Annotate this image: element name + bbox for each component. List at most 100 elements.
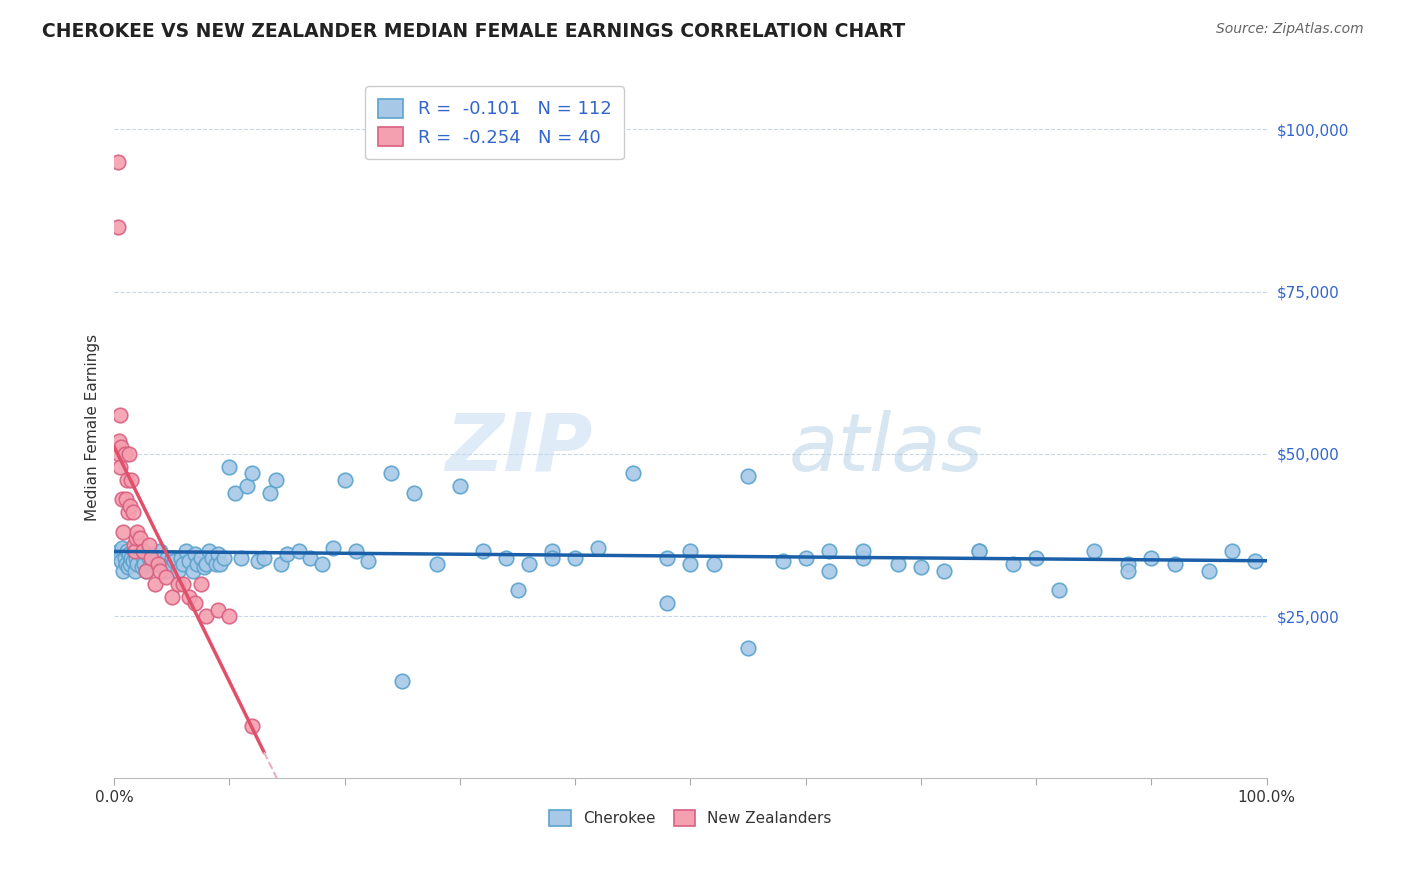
Point <box>134 557 156 571</box>
Point <box>127 524 149 539</box>
Text: atlas: atlas <box>789 409 983 488</box>
Point <box>115 473 138 487</box>
Point <box>132 550 155 565</box>
Point <box>1118 557 1140 571</box>
Point <box>449 479 471 493</box>
Point <box>817 544 839 558</box>
Point <box>852 550 875 565</box>
Point <box>193 560 215 574</box>
Point <box>118 447 141 461</box>
Point <box>201 550 224 565</box>
Point <box>247 554 270 568</box>
Point <box>135 564 157 578</box>
Point <box>121 554 143 568</box>
Point <box>380 467 402 481</box>
Point <box>177 554 200 568</box>
Point <box>197 544 219 558</box>
Point <box>149 564 172 578</box>
Point <box>287 544 309 558</box>
Point <box>107 544 129 558</box>
Point <box>679 557 702 571</box>
Point <box>145 557 167 571</box>
Point <box>242 467 264 481</box>
Point <box>1244 554 1267 568</box>
Point <box>657 550 679 565</box>
Point <box>170 550 193 565</box>
Point <box>207 602 229 616</box>
Point <box>121 550 143 565</box>
Point <box>1025 550 1047 565</box>
Point <box>128 544 150 558</box>
Point <box>127 557 149 571</box>
Point <box>207 547 229 561</box>
Point <box>1047 582 1070 597</box>
Point <box>181 564 204 578</box>
Point <box>264 473 287 487</box>
Point <box>117 560 139 574</box>
Point <box>124 544 146 558</box>
Point <box>166 576 188 591</box>
Point <box>139 550 162 565</box>
Point <box>517 557 540 571</box>
Point <box>155 570 177 584</box>
Point <box>299 550 322 565</box>
Point <box>107 219 129 234</box>
Point <box>172 557 194 571</box>
Point <box>114 550 136 565</box>
Point <box>122 544 145 558</box>
Point <box>1140 550 1163 565</box>
Point <box>177 590 200 604</box>
Point <box>588 541 610 555</box>
Point <box>242 719 264 733</box>
Point <box>209 557 232 571</box>
Point <box>111 541 134 555</box>
Point <box>1163 557 1185 571</box>
Point <box>737 469 759 483</box>
Point <box>132 544 155 558</box>
Point <box>115 544 138 558</box>
Point <box>253 550 276 565</box>
Point <box>138 550 160 565</box>
Point <box>172 576 194 591</box>
Point <box>967 544 990 558</box>
Point <box>1002 557 1025 571</box>
Point <box>184 596 207 610</box>
Point <box>153 564 176 578</box>
Point <box>125 531 148 545</box>
Point <box>218 459 240 474</box>
Point <box>121 505 143 519</box>
Text: ZIP: ZIP <box>446 409 592 488</box>
Point <box>111 492 134 507</box>
Point <box>887 557 910 571</box>
Point <box>495 550 517 565</box>
Point <box>679 544 702 558</box>
Point <box>138 538 160 552</box>
Point <box>118 547 141 561</box>
Point <box>143 576 166 591</box>
Point <box>186 557 208 571</box>
Point <box>737 641 759 656</box>
Point <box>159 557 181 571</box>
Text: Source: ZipAtlas.com: Source: ZipAtlas.com <box>1216 22 1364 37</box>
Point <box>107 154 129 169</box>
Text: CHEROKEE VS NEW ZEALANDER MEDIAN FEMALE EARNINGS CORRELATION CHART: CHEROKEE VS NEW ZEALANDER MEDIAN FEMALE … <box>42 22 905 41</box>
Point <box>344 544 367 558</box>
Point <box>621 467 644 481</box>
Point <box>218 609 240 624</box>
Point <box>112 564 135 578</box>
Point <box>852 544 875 558</box>
Point <box>120 557 142 571</box>
Point <box>472 544 495 558</box>
Point <box>276 547 298 561</box>
Point <box>125 550 148 565</box>
Point <box>426 557 449 571</box>
Point <box>124 564 146 578</box>
Point <box>204 557 226 571</box>
Point <box>224 485 246 500</box>
Point <box>120 499 142 513</box>
Point <box>910 560 932 574</box>
Point <box>152 557 174 571</box>
Point <box>212 550 235 565</box>
Point <box>110 440 132 454</box>
Point <box>794 550 817 565</box>
